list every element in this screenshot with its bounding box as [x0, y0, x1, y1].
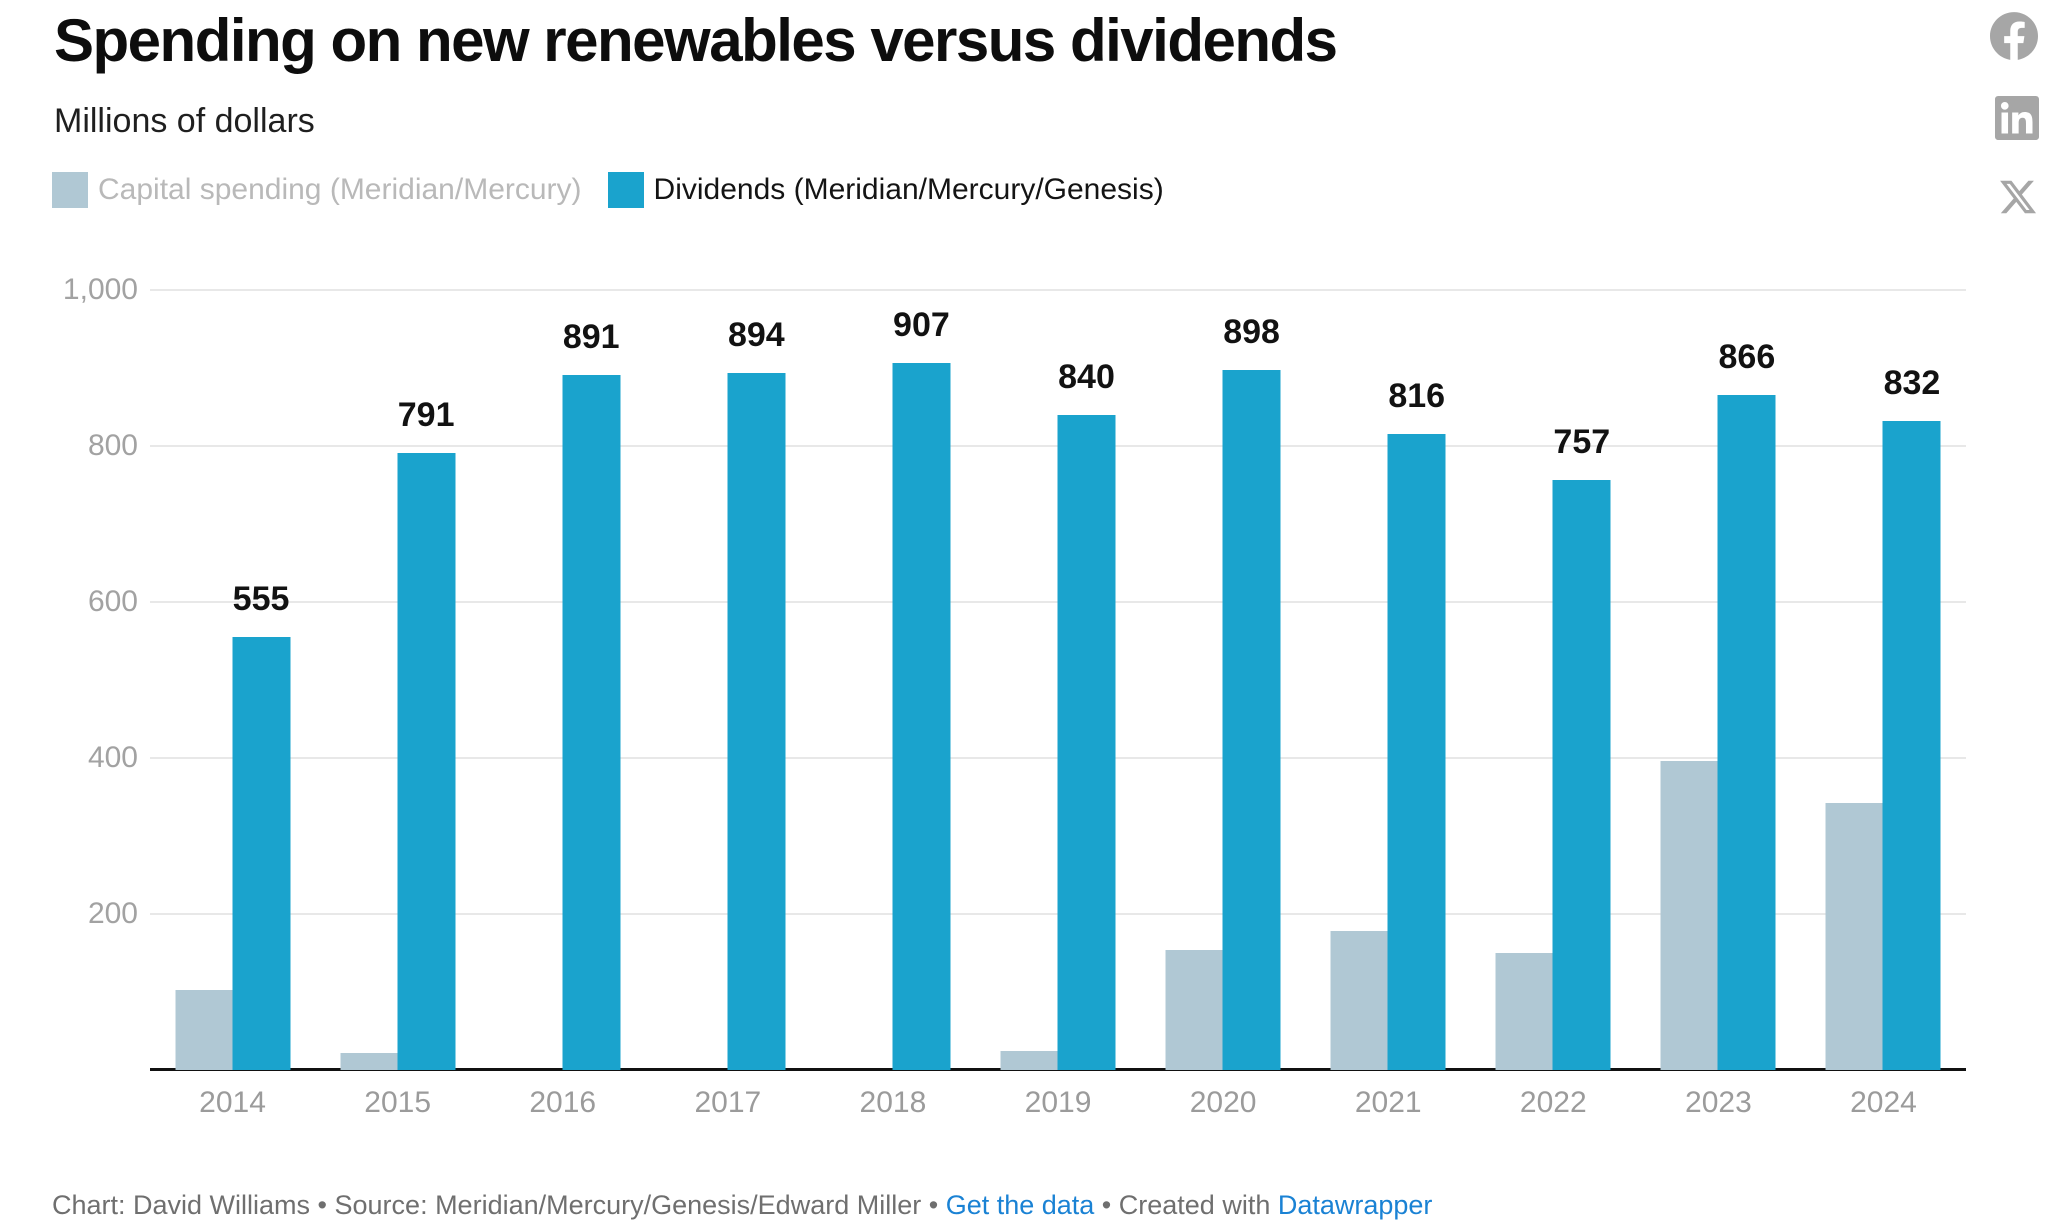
bar-dividends-2016: 891 — [562, 318, 621, 1070]
y-axis-tick-label: 400 — [87, 741, 138, 774]
x-axis-label-2020: 2020 — [1189, 1086, 1257, 1119]
bar-value-label: 816 — [1388, 376, 1446, 415]
x-axis-label-2015: 2015 — [364, 1086, 432, 1119]
byline-separator: • — [921, 1190, 946, 1220]
bar-pair: 866 — [1660, 290, 1776, 1070]
legend-item-label: Capital spending (Meridian/Mercury) — [98, 173, 582, 206]
bar-group-2016: 891 — [480, 290, 645, 1070]
x-axis-label-2018: 2018 — [859, 1086, 927, 1119]
bar-group-2021: 816 — [1306, 290, 1471, 1070]
linkedin-icon — [1995, 96, 2039, 140]
bar-capital-2019 — [1000, 1051, 1058, 1070]
facebook-share-button[interactable] — [1990, 12, 2038, 60]
legend: Capital spending (Meridian/Mercury) Divid… — [52, 172, 1164, 208]
y-axis-tick-label: 200 — [87, 897, 138, 930]
datawrapper-link[interactable]: Datawrapper — [1277, 1190, 1433, 1220]
bar-dividends-2017: 894 — [727, 316, 786, 1070]
byline-separator: • — [310, 1190, 335, 1220]
legend-item-capital: Capital spending (Meridian/Mercury) — [52, 172, 582, 208]
page-title: Spending on new renewables versus divide… — [54, 7, 1338, 74]
bar-dividends-2019: 840 — [1057, 358, 1116, 1070]
bar-pair: 791 — [340, 290, 456, 1070]
x-axis-label-2021: 2021 — [1354, 1086, 1422, 1119]
gridline-1000 — [150, 289, 1966, 291]
x-axis-label-2024: 2024 — [1850, 1086, 1917, 1119]
y-axis-tick-label: 800 — [87, 429, 138, 462]
bar-group-2015: 791 — [315, 290, 480, 1070]
x-share-button[interactable] — [1998, 177, 2038, 217]
bar-group-2019: 840 — [975, 290, 1140, 1070]
bar-pair: 832 — [1825, 290, 1941, 1070]
bar-value-label: 555 — [232, 580, 290, 619]
bar-capital-2014 — [175, 989, 233, 1070]
facebook-icon — [1990, 12, 2038, 60]
bar-pair: 757 — [1495, 290, 1611, 1070]
x-axis-label-2014: 2014 — [199, 1086, 266, 1119]
byline-separator: • — [1094, 1190, 1119, 1220]
bar-group-2024: 832 — [1801, 290, 1966, 1070]
chart-plot-area: 555 791 891 894 907 840 898 816 757 866 832 — [150, 290, 1966, 1070]
bar-group-2014: 555 — [150, 290, 315, 1070]
bar-dividends-2024: 832 — [1882, 364, 1941, 1070]
bar-value-label: 791 — [397, 396, 455, 435]
bar-dividends-2022: 757 — [1552, 423, 1611, 1070]
bar-group-2023: 866 — [1636, 290, 1801, 1070]
byline-text: Chart: David Williams — [52, 1190, 311, 1220]
bar-value-label: 832 — [1883, 364, 1941, 403]
bar-group-2022: 757 — [1471, 290, 1636, 1070]
bar-pair: 891 — [505, 290, 621, 1070]
chart-units-subtitle: Millions of dollars — [54, 102, 315, 140]
y-axis-tick-label: 1,000 — [62, 273, 138, 306]
legend-item-dividends: Dividends (Meridian/Mercury/Genesis) — [607, 172, 1164, 208]
bar-value-label: 894 — [727, 315, 785, 354]
x-axis-label-2017: 2017 — [694, 1086, 762, 1119]
x-axis-labels: 2014 2015 2016 2017 2018 2019 2020 2021 2022 2023… — [150, 1086, 1966, 1120]
bar-value-label: 898 — [1223, 312, 1280, 351]
bar-value-label: 757 — [1553, 422, 1611, 461]
bar-group-2018: 907 — [810, 290, 975, 1070]
bar-group-2017: 894 — [645, 290, 810, 1070]
bar-capital-2015 — [340, 1052, 398, 1070]
bar-pair: 898 — [1165, 290, 1281, 1070]
bar-dividends-2021: 816 — [1387, 377, 1446, 1070]
bar-value-label: 907 — [893, 305, 950, 344]
bar-pair: 816 — [1330, 290, 1446, 1070]
bar-pair: 840 — [1000, 290, 1116, 1070]
bar-value-label: 891 — [562, 318, 620, 357]
bar-group-2020: 898 — [1141, 290, 1306, 1070]
bar-value-label: 840 — [1058, 357, 1115, 396]
bar-capital-2020 — [1165, 949, 1223, 1070]
bar-dividends-2015: 791 — [397, 396, 456, 1070]
bar-value-label: 866 — [1718, 337, 1776, 376]
bar-pair: 894 — [670, 290, 786, 1070]
bar-dividends-2020: 898 — [1222, 313, 1281, 1070]
bar-capital-2024 — [1825, 803, 1883, 1070]
bar-dividends-2018: 907 — [892, 306, 951, 1070]
chart-byline: Chart: David Williams • Source: Meridian… — [52, 1190, 1432, 1221]
x-axis-label-2016: 2016 — [529, 1086, 597, 1119]
x-axis-label-2022: 2022 — [1519, 1086, 1587, 1119]
x-axis-label-2023: 2023 — [1685, 1086, 1752, 1119]
legend-swatch-icon — [52, 172, 88, 208]
legend-swatch-icon — [607, 172, 644, 208]
byline-text: Source: Meridian/Mercury/Genesis/Edward … — [334, 1190, 922, 1220]
x-icon — [1998, 177, 2038, 217]
bar-pair: 907 — [835, 290, 951, 1070]
linkedin-share-button[interactable] — [1995, 96, 2039, 140]
bar-capital-2022 — [1495, 953, 1553, 1070]
bar-capital-2021 — [1330, 931, 1388, 1070]
bar-capital-2023 — [1660, 761, 1718, 1070]
bar-pair: 555 — [175, 290, 291, 1070]
bar-dividends-2023: 866 — [1717, 338, 1776, 1070]
bar-dividends-2014: 555 — [232, 580, 291, 1070]
byline-text: Created with — [1118, 1190, 1278, 1220]
legend-item-label: Dividends (Meridian/Mercury/Genesis) — [653, 173, 1164, 206]
y-axis-tick-label: 600 — [87, 585, 138, 618]
x-axis-label-2019: 2019 — [1024, 1086, 1092, 1119]
get-the-data-link[interactable]: Get the data — [945, 1190, 1095, 1220]
